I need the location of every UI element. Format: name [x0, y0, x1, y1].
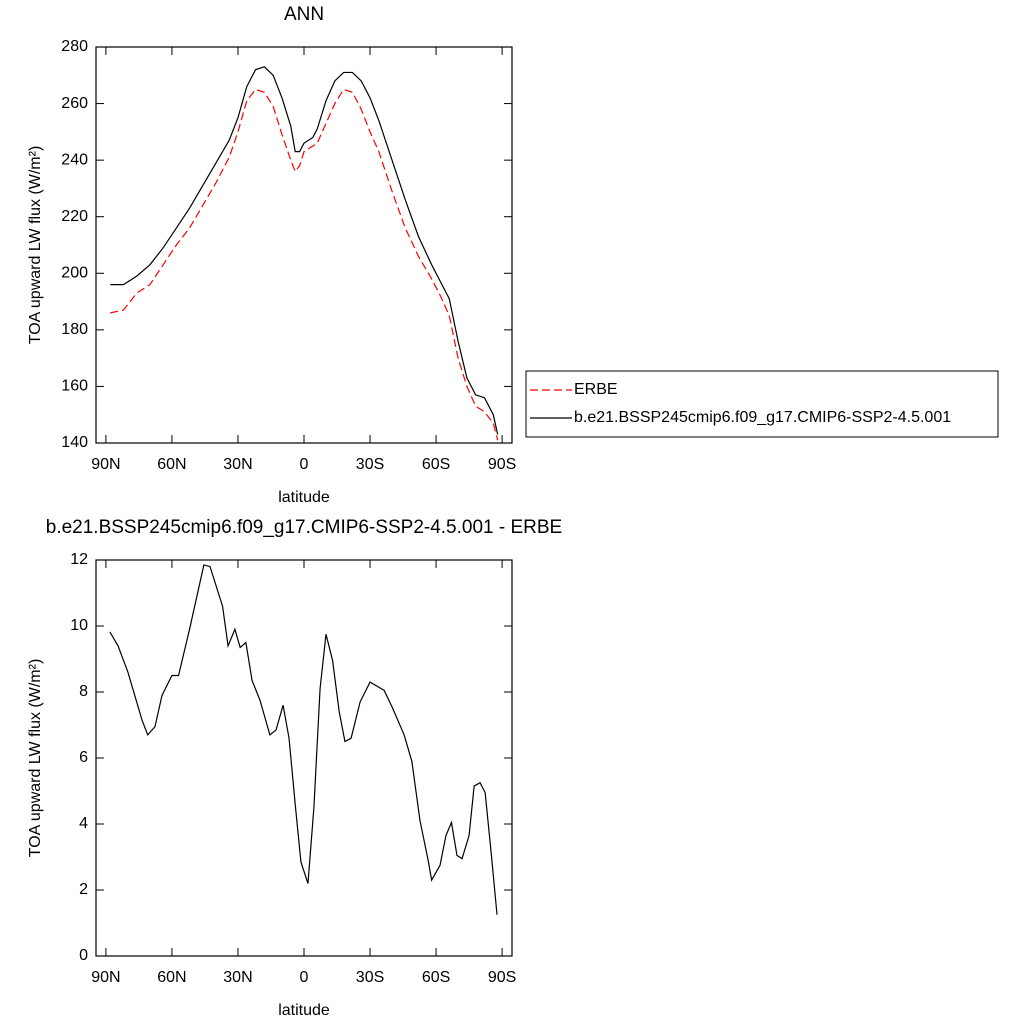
- y-axis-label: TOA upward LW flux (W/m²): [27, 146, 44, 345]
- y-tick-label: 4: [79, 815, 88, 832]
- chart-title: b.e21.BSSP245cmip6.f09_g17.CMIP6-SSP2-4.…: [46, 517, 562, 538]
- y-tick-label: 160: [61, 378, 88, 395]
- plot-frame: [95, 559, 513, 957]
- y-tick-label: 260: [61, 95, 88, 112]
- y-axis-label: TOA upward LW flux (W/m²): [27, 659, 44, 858]
- x-tick-label: 30S: [356, 969, 384, 986]
- legend-box: [525, 370, 999, 438]
- x-tick-label: 90N: [91, 456, 120, 473]
- x-tick-label: 60N: [157, 456, 186, 473]
- y-tick-label: 200: [61, 265, 88, 282]
- legend-label: b.e21.BSSP245cmip6.f09_g17.CMIP6-SSP2-4.…: [574, 409, 951, 426]
- x-tick-label: 90N: [91, 969, 120, 986]
- y-tick-label: 280: [61, 38, 88, 55]
- y-tick-label: 140: [61, 434, 88, 451]
- series-line: [110, 66, 499, 435]
- x-tick-label: 60S: [422, 969, 450, 986]
- series-line: [109, 564, 498, 915]
- x-tick-label: 0: [300, 969, 309, 986]
- x-tick-label: 60S: [422, 456, 450, 473]
- y-tick-label: 240: [61, 151, 88, 168]
- y-tick-label: 8: [79, 683, 88, 700]
- y-tick-label: 2: [79, 881, 88, 898]
- x-tick-label: 60N: [157, 969, 186, 986]
- y-tick-label: 0: [79, 947, 88, 964]
- y-tick-label: 220: [61, 208, 88, 225]
- x-tick-label: 30N: [223, 456, 252, 473]
- x-tick-label: 90S: [488, 969, 516, 986]
- legend-label: ERBE: [574, 381, 618, 398]
- plot-frame: [95, 46, 513, 444]
- y-tick-label: 10: [70, 617, 88, 634]
- x-axis-label: latitude: [278, 489, 330, 506]
- y-tick-label: 180: [61, 321, 88, 338]
- x-tick-label: 30N: [223, 969, 252, 986]
- series-line: [110, 88, 499, 441]
- y-tick-label: 6: [79, 749, 88, 766]
- y-tick-label: 12: [70, 551, 88, 568]
- x-tick-label: 30S: [356, 456, 384, 473]
- chart-title: ANN: [284, 4, 324, 25]
- x-axis-label: latitude: [278, 1002, 330, 1019]
- x-tick-label: 90S: [488, 456, 516, 473]
- x-tick-label: 0: [300, 456, 309, 473]
